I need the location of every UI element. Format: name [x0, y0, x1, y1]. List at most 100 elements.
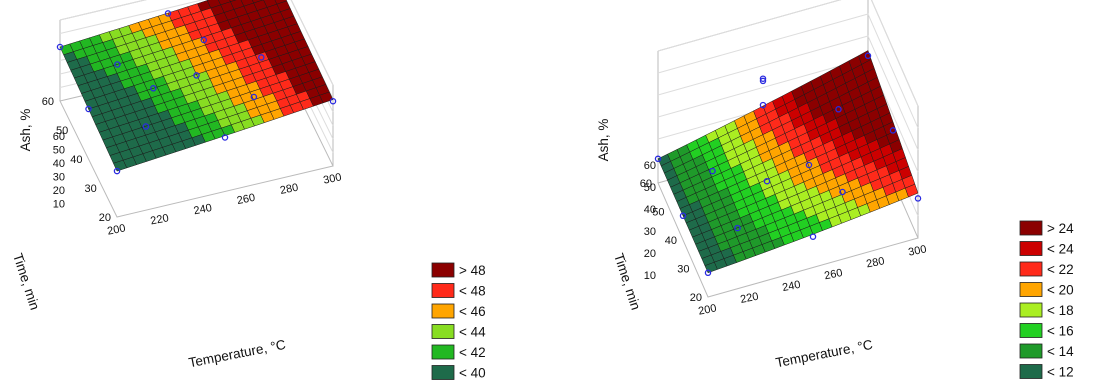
data-point — [763, 177, 771, 185]
z-tick-label: 30 — [644, 226, 656, 238]
data-point — [864, 52, 872, 60]
z-tick-label: 30 — [53, 172, 65, 184]
data-point — [221, 134, 229, 141]
y-tick-label: 20 — [99, 212, 111, 224]
x-tick-label: 240 — [781, 279, 801, 294]
data-point — [839, 188, 846, 196]
legend-swatch — [431, 262, 455, 278]
data-point — [114, 61, 121, 68]
x-tick-label: 300 — [322, 171, 342, 186]
z-gridline — [657, 0, 919, 107]
x-axis-label: Temperature, °C — [774, 337, 874, 371]
y-axis-label: Time, min — [611, 251, 643, 312]
data-point — [258, 54, 265, 61]
z-tick-label: 40 — [53, 158, 65, 170]
x-tick-label: 260 — [236, 192, 256, 207]
legend-swatch — [1019, 220, 1043, 236]
z-tick-label: 20 — [53, 185, 65, 197]
y-tick-label: 30 — [85, 183, 97, 195]
legend-swatch — [431, 303, 455, 319]
legend-swatch — [1019, 323, 1043, 338]
y-tick-label: 20 — [690, 292, 702, 304]
data-point — [150, 85, 157, 92]
legend-swatch — [1019, 282, 1043, 297]
legend-label: < 20 — [1047, 283, 1074, 298]
legend-swatch — [431, 283, 455, 298]
data-point — [914, 195, 922, 202]
data-point — [329, 97, 337, 105]
legend-swatch — [1019, 302, 1043, 318]
z-tick-label: 40 — [644, 204, 656, 216]
chart-panel-ash-1: 10 20 30 40 50 60 20 30 40 50 60 200 220 240 260 280 300… — [0, 0, 545, 385]
legend-label: < 46 — [459, 304, 486, 319]
legend-label: < 42 — [459, 345, 486, 360]
y-tick-label: 60 — [42, 96, 54, 108]
data-point — [759, 101, 767, 109]
legend-label: < 24 — [1047, 242, 1074, 257]
z-axis-label: Ash, % — [18, 109, 33, 152]
data-point — [805, 161, 813, 169]
surface-cell — [319, 91, 334, 104]
x-tick-label: 220 — [149, 212, 169, 227]
z-gridline — [657, 13, 919, 129]
y-tick-label: 40 — [70, 154, 82, 166]
z-tick-label: 50 — [53, 145, 65, 157]
legend-label: < 18 — [1047, 303, 1074, 318]
z-tick-label: 60 — [644, 160, 656, 172]
z-tick-label: 50 — [644, 182, 656, 194]
y-tick-label: 30 — [677, 264, 689, 276]
chart-panel-ash-2: 10 20 30 40 50 60 20 30 40 50 60 200 220 240 260 280 300… — [548, 0, 1097, 385]
x-tick-label: 220 — [739, 291, 759, 306]
x-tick-label: 260 — [823, 267, 843, 282]
legend-swatch — [431, 324, 455, 339]
y-tick-label: 50 — [652, 207, 664, 219]
data-point — [654, 155, 662, 163]
y-axis-label: Time, min — [10, 251, 42, 312]
data-point — [142, 123, 150, 130]
data-point — [250, 93, 258, 101]
legend-swatch — [431, 365, 455, 380]
data-point — [734, 224, 741, 232]
legend-label: < 22 — [1047, 262, 1074, 277]
legend-swatch — [431, 344, 455, 360]
x-tick-label: 280 — [279, 182, 299, 197]
legend-label: < 16 — [1047, 324, 1074, 339]
data-point — [759, 77, 767, 85]
legend-label: < 12 — [1047, 365, 1074, 380]
data-point — [85, 105, 92, 113]
legend-label: < 48 — [459, 284, 486, 299]
legend-label: > 48 — [459, 263, 486, 278]
legend-label: > 24 — [1047, 221, 1074, 236]
data-point — [679, 212, 687, 220]
z-tick-label: 20 — [644, 248, 656, 260]
data-point — [164, 10, 172, 17]
data-point — [193, 72, 200, 79]
z-tick-label: 60 — [53, 131, 65, 143]
x-tick-label: 280 — [865, 255, 885, 270]
y-tick-label: 50 — [56, 125, 68, 137]
chart-svg: 1020304050602030405060200220240260280300… — [596, 0, 1074, 380]
legend-label: < 40 — [459, 366, 486, 381]
chart-svg: 1020304050602030405060200220240260280300… — [10, 0, 486, 381]
z-tick-label: 10 — [644, 270, 656, 282]
data-point — [56, 43, 64, 51]
data-point — [835, 106, 842, 113]
data-point — [704, 269, 712, 277]
legend-label: < 44 — [459, 325, 486, 340]
x-axis-label: Temperature, °C — [187, 337, 287, 371]
z-gridline — [657, 35, 919, 151]
x-tick-label: 200 — [106, 222, 126, 237]
z-gridline — [59, 0, 334, 86]
data-point — [759, 75, 767, 82]
x-tick-label: 200 — [697, 302, 717, 317]
legend-swatch — [1019, 343, 1043, 359]
data-point — [200, 36, 208, 44]
data-point — [113, 167, 121, 175]
data-point — [889, 127, 897, 134]
legend-swatch — [1019, 364, 1043, 379]
x-tick-label: 240 — [193, 202, 213, 217]
legend-label: < 14 — [1047, 344, 1074, 359]
surface-cell — [904, 183, 919, 198]
legend-swatch — [1019, 261, 1043, 277]
z-axis-label: Ash, % — [596, 119, 611, 162]
